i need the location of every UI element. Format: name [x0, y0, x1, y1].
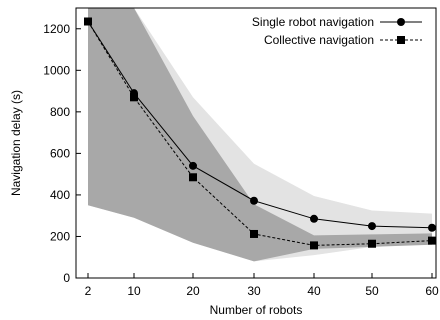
- point-square-2-2: [130, 93, 138, 102]
- y-tick-label: 600: [50, 146, 70, 160]
- y-axis-title: Navigation delay (s): [9, 90, 23, 196]
- point-circle-1-3: [189, 161, 197, 170]
- x-tick-label: 2: [85, 284, 92, 298]
- y-tick-label: 1200: [43, 22, 70, 36]
- legend-marker-square: [397, 36, 405, 44]
- error-bands: [88, 8, 432, 262]
- point-square-2-5: [310, 241, 318, 250]
- y-tick-label: 400: [50, 188, 70, 202]
- point-square-2-4: [250, 229, 258, 238]
- legend: Single robot navigation Collective naviga…: [252, 15, 422, 47]
- point-square-2-3: [189, 173, 197, 182]
- point-square-2-1: [84, 17, 92, 26]
- axes: 0 200 400 600 800 1000 1200 2 10 20 30 40 50 60: [43, 7, 439, 298]
- x-tick-label: 60: [425, 284, 439, 298]
- point-circle-1-4: [250, 196, 258, 205]
- point-circle-1-7: [428, 223, 436, 232]
- legend-label-1: Single robot navigation: [252, 15, 374, 29]
- x-tick-label: 10: [127, 284, 141, 298]
- point-circle-1-5: [310, 214, 318, 223]
- y-tick-label: 800: [50, 105, 70, 119]
- plot-frame: [75, 7, 437, 279]
- point-square-2-6: [368, 239, 376, 248]
- y-tick-label: 1000: [43, 63, 70, 77]
- x-tick-label: 40: [307, 284, 321, 298]
- y-tick-label: 200: [50, 229, 70, 243]
- point-circle-1-6: [368, 222, 376, 231]
- point-square-2-7: [428, 236, 436, 245]
- y-tick-label: 0: [63, 271, 70, 285]
- x-tick-label: 50: [365, 284, 379, 298]
- x-axis-title: Number of robots: [210, 303, 303, 317]
- legend-marker-circle: [397, 18, 405, 26]
- series-lines: [84, 17, 436, 250]
- legend-label-2: Collective navigation: [264, 33, 374, 47]
- x-tick-label: 30: [247, 284, 261, 298]
- error-band-series-2: [88, 8, 432, 262]
- x-tick-label: 20: [186, 284, 200, 298]
